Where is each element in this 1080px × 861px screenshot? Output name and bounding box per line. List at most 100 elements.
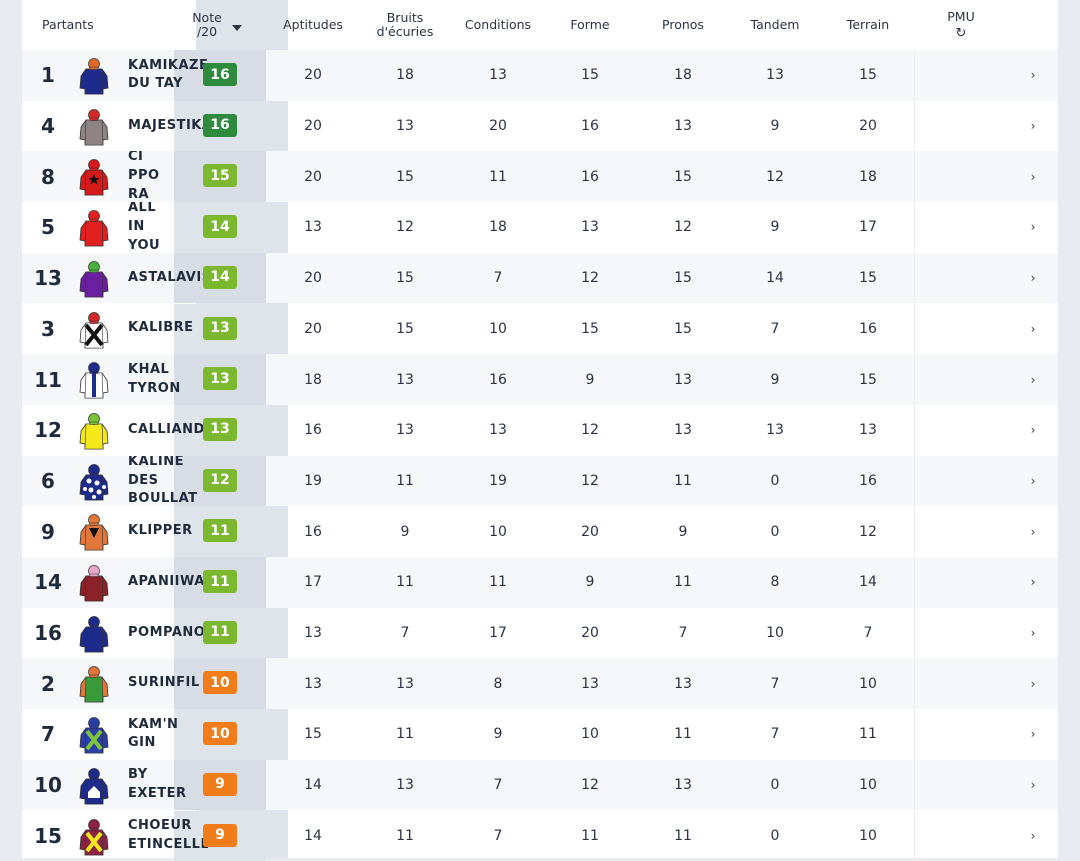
horse-name[interactable]: KALINE DES BOULLAT [128, 456, 208, 507]
horse-name[interactable]: ALL IN YOU [128, 202, 208, 253]
score-pronos: 15 [637, 304, 729, 355]
score-tandem: 9 [729, 101, 821, 152]
sort-desc-icon[interactable] [232, 25, 242, 31]
score-tandem: 13 [729, 50, 821, 101]
note-badge: 12 [203, 469, 237, 492]
note-badge: 13 [203, 317, 237, 340]
score-pronos: 13 [637, 658, 729, 709]
horse-name[interactable]: KLIPPER [128, 506, 208, 557]
horse-name[interactable]: KAMIKAZE DU TAY [128, 50, 208, 101]
chevron-right-icon[interactable]: › [1026, 304, 1040, 355]
note-badge: 15 [203, 164, 237, 187]
score-aptitudes: 13 [267, 608, 359, 659]
refresh-icon[interactable]: ↻ [956, 27, 967, 40]
horse-name[interactable]: MAJESTIKA [128, 101, 208, 152]
header-bruits[interactable]: Bruits d'écuries [359, 0, 451, 50]
table-row[interactable]: 12CALLIANDRA1316131312131313› [22, 405, 1058, 456]
score-terrain: 17 [822, 202, 914, 253]
score-bruits: 11 [359, 456, 451, 507]
score-aptitudes: 20 [267, 50, 359, 101]
jockey-silk-icon [77, 817, 111, 857]
header-note-label: Note [192, 11, 222, 25]
chevron-right-icon[interactable]: › [1026, 101, 1040, 152]
header-aptitudes[interactable]: Aptitudes [267, 0, 359, 50]
chevron-right-icon[interactable]: › [1026, 658, 1040, 709]
note-badge: 10 [203, 671, 237, 694]
chevron-right-icon[interactable]: › [1026, 608, 1040, 659]
chevron-right-icon[interactable]: › [1026, 456, 1040, 507]
score-bruits: 7 [359, 608, 451, 659]
score-pronos: 12 [637, 202, 729, 253]
header-terrain[interactable]: Terrain [822, 0, 914, 50]
chevron-right-icon[interactable]: › [1026, 709, 1040, 760]
horse-name[interactable]: CI PPO RA [128, 151, 208, 202]
header-bruits-line2: d'écuries [377, 25, 434, 39]
chevron-right-icon[interactable]: › [1026, 354, 1040, 405]
chevron-right-icon[interactable]: › [1026, 557, 1040, 608]
header-note[interactable]: Note /20 [182, 0, 252, 50]
score-tandem: 14 [729, 253, 821, 304]
score-aptitudes: 20 [267, 304, 359, 355]
horse-name[interactable]: POMPANO [128, 608, 208, 659]
table-header: Partants Note /20 Aptitudes Bruits d'écu… [22, 0, 1058, 50]
horse-name[interactable]: KALIBRE [128, 304, 208, 355]
horse-name[interactable]: KHAL TYRON [128, 354, 208, 405]
header-partants[interactable]: Partants [42, 0, 162, 50]
score-bruits: 13 [359, 405, 451, 456]
score-terrain: 10 [822, 760, 914, 811]
horse-name[interactable]: CHOEUR ETINCELLE [128, 811, 208, 861]
horse-name[interactable]: SURINFIL [128, 658, 208, 709]
score-forme: 16 [544, 101, 636, 152]
score-forme: 12 [544, 405, 636, 456]
runner-number: 4 [30, 101, 66, 152]
column-divider [914, 658, 915, 709]
score-bruits: 11 [359, 811, 451, 861]
score-terrain: 11 [822, 709, 914, 760]
chevron-right-icon[interactable]: › [1026, 760, 1040, 811]
horse-name[interactable]: ASTALAVISTA [128, 253, 208, 304]
table-row[interactable]: 13ASTALAVISTA142015712151415› [22, 253, 1058, 304]
column-divider [914, 202, 915, 253]
chevron-right-icon[interactable]: › [1026, 405, 1040, 456]
column-divider [914, 456, 915, 507]
score-forme: 12 [544, 456, 636, 507]
score-conditions: 9 [452, 709, 544, 760]
score-tandem: 0 [729, 506, 821, 557]
header-pmu[interactable]: PMU ↻ [915, 0, 1007, 50]
chevron-right-icon[interactable]: › [1026, 253, 1040, 304]
score-pronos: 13 [637, 760, 729, 811]
score-forme: 11 [544, 811, 636, 861]
score-bruits: 13 [359, 658, 451, 709]
chevron-right-icon[interactable]: › [1026, 811, 1040, 861]
score-forme: 12 [544, 760, 636, 811]
horse-name[interactable]: BY EXETER [128, 760, 208, 811]
horse-name[interactable]: CALLIANDRA [128, 405, 208, 456]
chevron-right-icon[interactable]: › [1026, 151, 1040, 202]
chevron-right-icon[interactable]: › [1026, 50, 1040, 101]
header-tandem[interactable]: Tandem [729, 0, 821, 50]
chevron-right-icon[interactable]: › [1026, 202, 1040, 253]
score-tandem: 7 [729, 304, 821, 355]
horse-name[interactable]: KAM'N GIN [128, 709, 208, 760]
chevron-right-icon[interactable]: › [1026, 506, 1040, 557]
header-forme[interactable]: Forme [544, 0, 636, 50]
note-badge: 13 [203, 418, 237, 441]
header-conditions[interactable]: Conditions [452, 0, 544, 50]
header-pronos[interactable]: Pronos [637, 0, 729, 50]
score-aptitudes: 16 [267, 405, 359, 456]
horse-name[interactable]: APANIIWA [128, 557, 208, 608]
